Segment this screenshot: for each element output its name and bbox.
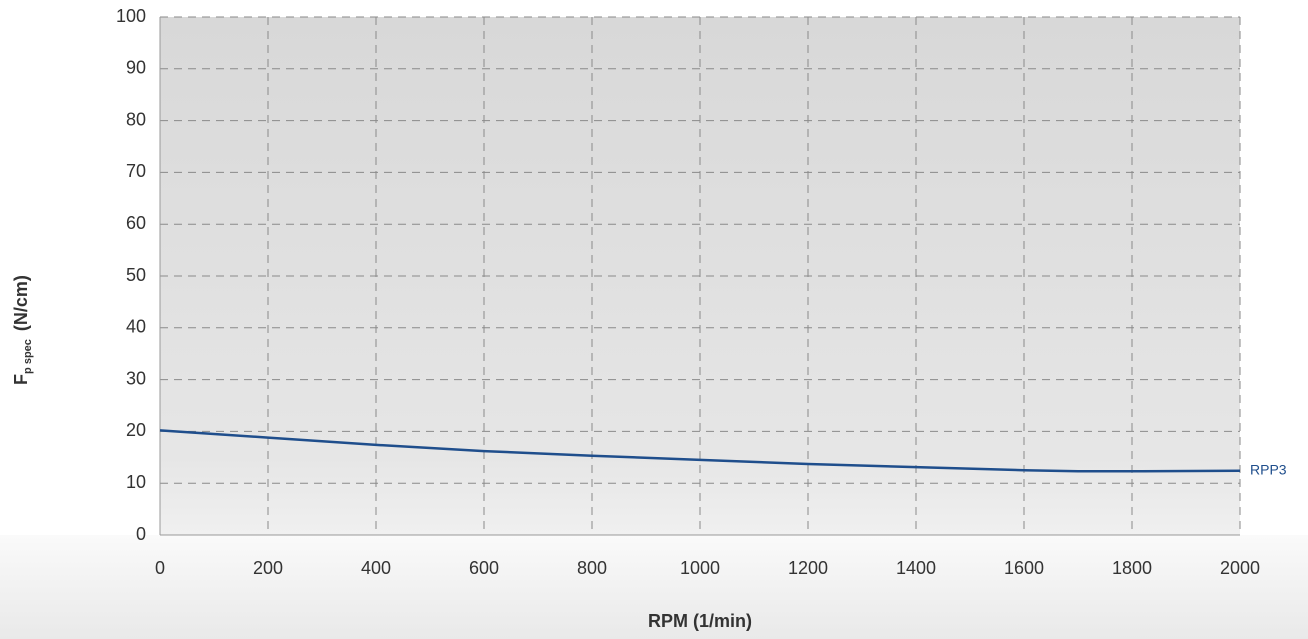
y-tick-label: 40 <box>126 317 146 337</box>
y-tick-label: 50 <box>126 265 146 285</box>
y-tick-label: 60 <box>126 213 146 233</box>
x-tick-label: 1800 <box>1112 558 1152 578</box>
y-tick-label: 70 <box>126 161 146 181</box>
x-tick-label: 1000 <box>680 558 720 578</box>
y-label-unit: (N/cm) <box>11 275 31 331</box>
x-tick-label: 0 <box>155 558 165 578</box>
y-tick-label: 20 <box>126 420 146 440</box>
x-tick-label: 1200 <box>788 558 828 578</box>
y-tick-label: 30 <box>126 368 146 388</box>
y-label-main: F <box>11 374 31 385</box>
series-label: RPP3 <box>1250 461 1287 477</box>
x-tick-label: 1600 <box>1004 558 1044 578</box>
y-tick-label: 90 <box>126 58 146 78</box>
data-line <box>159 429 1241 473</box>
y-tick-label: 10 <box>126 472 146 492</box>
x-tick-label: 2000 <box>1220 558 1260 578</box>
y-label-sub: p spec <box>22 339 34 374</box>
x-tick-label: 800 <box>577 558 607 578</box>
y-axis-label: Fp spec (N/cm) <box>11 275 34 385</box>
y-tick-label: 100 <box>116 6 146 26</box>
background <box>0 535 1308 639</box>
x-axis-label: RPM (1/min) <box>648 611 752 631</box>
x-tick-label: 600 <box>469 558 499 578</box>
x-tick-label: 400 <box>361 558 391 578</box>
x-tick-label: 200 <box>253 558 283 578</box>
y-tick-label: 0 <box>136 524 146 544</box>
x-tick-label: 1400 <box>896 558 936 578</box>
y-tick-label: 80 <box>126 109 146 129</box>
